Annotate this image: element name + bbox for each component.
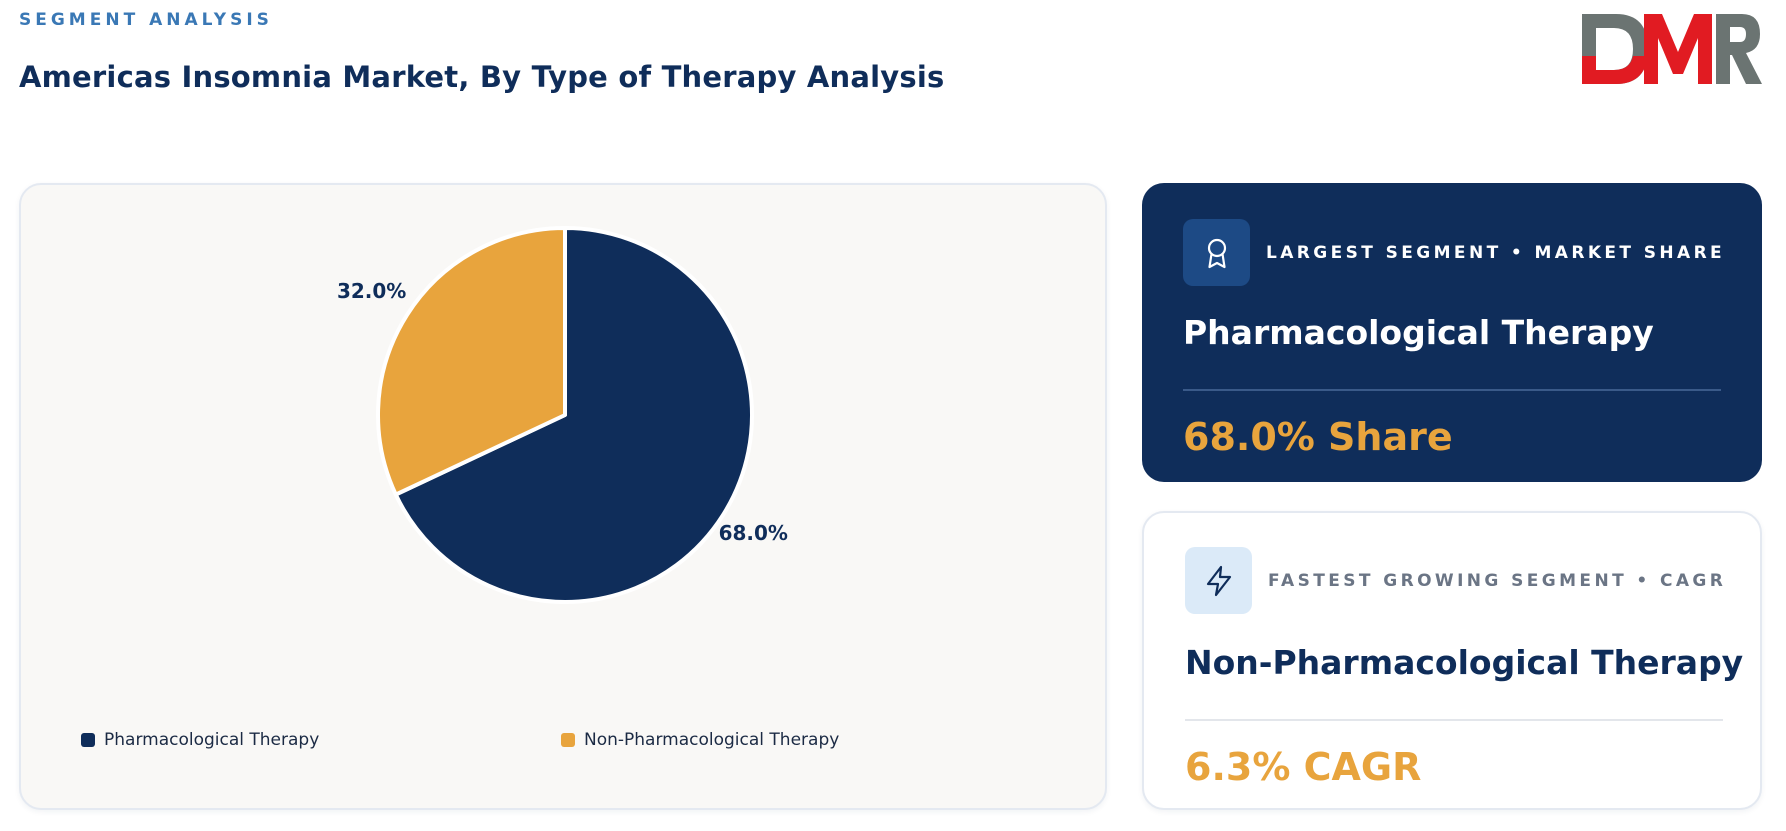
fastest-growing-name: Non-Pharmacological Therapy: [1185, 643, 1744, 682]
pie-chart: 68.0% 32.0%: [337, 226, 788, 604]
award-ribbon-icon: [1183, 219, 1250, 286]
page-title: Americas Insomnia Market, By Type of The…: [19, 60, 945, 94]
pie-chart-card: 68.0% 32.0% Pharmacological Therapy Non-P…: [19, 183, 1107, 810]
pie-slice-non-pharmacological: [376, 226, 567, 497]
lightning-bolt-icon: [1185, 547, 1252, 614]
pie-slice-pharmacological: [393, 226, 754, 604]
largest-segment-kicker: LARGEST SEGMENT • MARKET SHARE: [1266, 243, 1726, 263]
pie-label-non-pharmacological: 32.0%: [337, 279, 406, 303]
largest-segment-value: 68.0% Share: [1183, 415, 1453, 459]
pie-label-pharmacological: 68.0%: [719, 521, 788, 545]
section-eyebrow: SEGMENT ANALYSIS: [19, 10, 273, 30]
legend-item-pharmacological: Pharmacological Therapy: [81, 730, 319, 750]
fastest-growing-kicker: FASTEST GROWING SEGMENT • CAGR: [1268, 571, 1727, 591]
fastest-growing-card: FASTEST GROWING SEGMENT • CAGR Non-Pharm…: [1142, 511, 1762, 810]
legend-item-non-pharmacological: Non-Pharmacological Therapy: [561, 730, 839, 750]
largest-segment-card: LARGEST SEGMENT • MARKET SHARE Pharmacol…: [1142, 183, 1762, 482]
fastest-growing-divider: [1185, 719, 1723, 721]
legend-label-non-pharmacological: Non-Pharmacological Therapy: [584, 730, 840, 750]
dmr-logo: [1582, 12, 1762, 86]
largest-segment-divider: [1183, 389, 1721, 391]
legend-label-pharmacological: Pharmacological Therapy: [104, 730, 320, 750]
chart-legend: Pharmacological Therapy Non-Pharmacologi…: [61, 730, 1061, 760]
legend-swatch-non-pharmacological: [561, 733, 575, 747]
largest-segment-name: Pharmacological Therapy: [1183, 313, 1654, 352]
legend-swatch-pharmacological: [81, 733, 95, 747]
dmr-logo-mark: [1582, 14, 1762, 84]
fastest-growing-value: 6.3% CAGR: [1185, 745, 1422, 789]
